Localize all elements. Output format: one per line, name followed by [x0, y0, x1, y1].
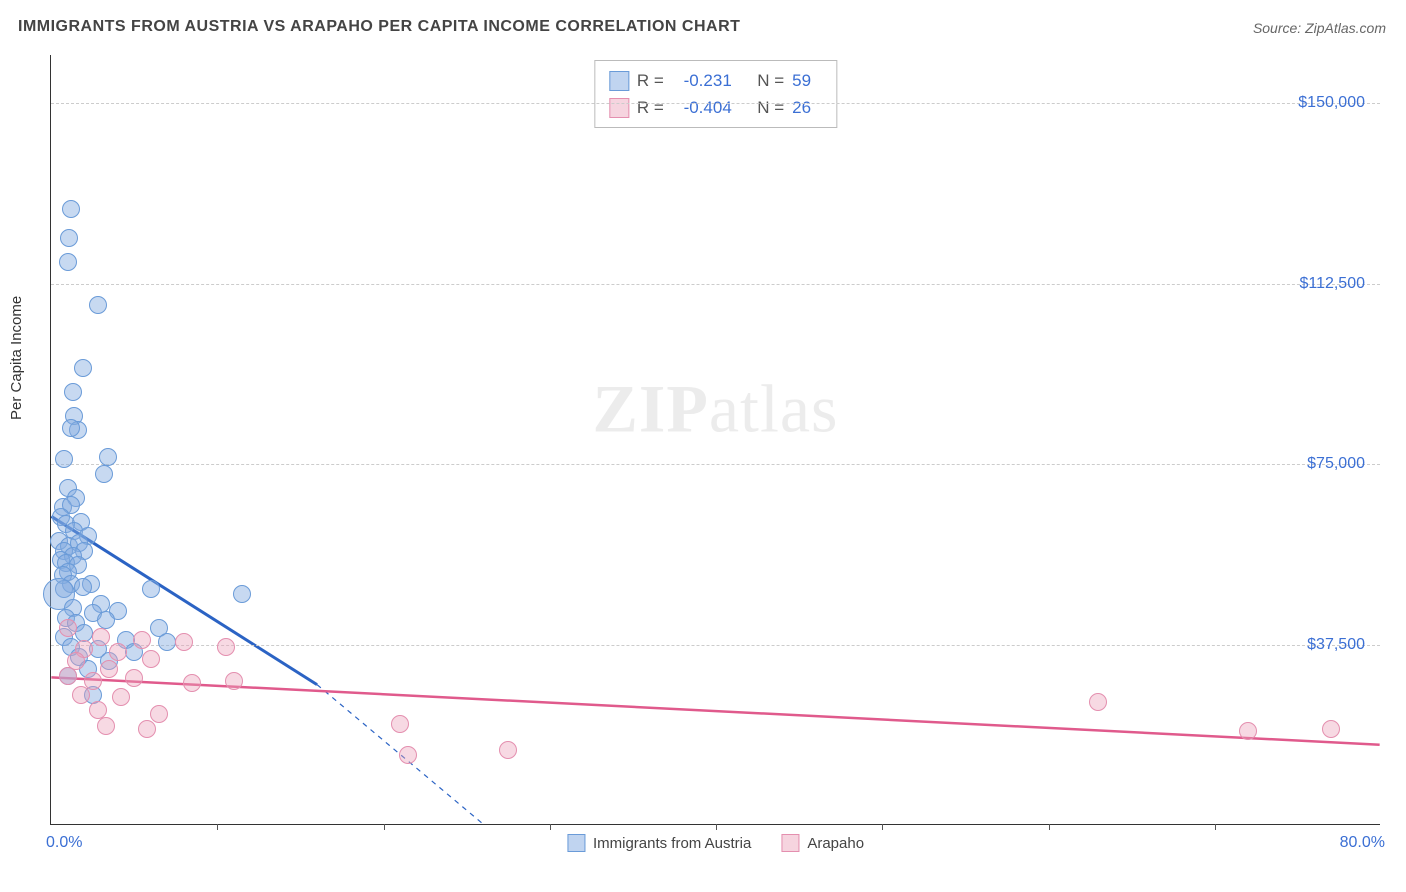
data-point: [175, 633, 193, 651]
gridline-h: [51, 645, 1380, 646]
stat-N-value: 59: [792, 67, 822, 94]
x-tick: [1049, 824, 1050, 830]
stat-N-label: N =: [757, 67, 784, 94]
data-point: [55, 450, 73, 468]
stat-R-label: R =: [637, 94, 664, 121]
x-tick: [1215, 824, 1216, 830]
data-point: [133, 631, 151, 649]
watermark: ZIPatlas: [593, 369, 839, 448]
y-tick-label: $112,500: [1299, 275, 1365, 293]
y-axis-title: Per Capita Income: [8, 296, 25, 420]
data-point: [75, 624, 93, 642]
data-point: [1239, 722, 1257, 740]
source-attribution: Source: ZipAtlas.com: [1253, 20, 1386, 36]
stats-legend-row: R = -0.404 N = 26: [609, 94, 822, 121]
data-point: [59, 667, 77, 685]
data-point: [217, 638, 235, 656]
data-point: [97, 717, 115, 735]
legend-label: Immigrants from Austria: [593, 835, 751, 852]
stat-N-label: N =: [757, 94, 784, 121]
x-max-label: 80.0%: [1340, 834, 1385, 852]
bottom-legend: Immigrants from Austria Arapaho: [567, 834, 864, 852]
data-point: [225, 672, 243, 690]
data-point: [72, 686, 90, 704]
data-point: [97, 611, 115, 629]
data-point: [112, 688, 130, 706]
x-tick: [882, 824, 883, 830]
data-point: [62, 419, 80, 437]
stat-R-value: -0.404: [672, 94, 732, 121]
plot-area: ZIPatlas R = -0.231 N = 59 R = -0.404 N = 2…: [50, 55, 1380, 825]
stats-legend: R = -0.231 N = 59 R = -0.404 N = 26: [594, 60, 837, 128]
gridline-h: [51, 284, 1380, 285]
data-point: [59, 253, 77, 271]
data-point: [74, 578, 92, 596]
stats-legend-row: R = -0.231 N = 59: [609, 67, 822, 94]
data-point: [60, 229, 78, 247]
stat-R-value: -0.231: [672, 67, 732, 94]
stat-R-label: R =: [637, 67, 664, 94]
trend-lines-svg: [51, 55, 1380, 824]
bottom-legend-item: Arapaho: [781, 834, 864, 852]
data-point: [74, 359, 92, 377]
x-tick: [384, 824, 385, 830]
x-tick: [217, 824, 218, 830]
data-point: [1089, 693, 1107, 711]
data-point: [399, 746, 417, 764]
data-point: [62, 200, 80, 218]
data-point: [89, 701, 107, 719]
data-point: [125, 669, 143, 687]
data-point: [109, 643, 127, 661]
data-point: [391, 715, 409, 733]
x-tick: [550, 824, 551, 830]
data-point: [1322, 720, 1340, 738]
stat-N-value: 26: [792, 94, 822, 121]
data-point: [64, 383, 82, 401]
gridline-h: [51, 103, 1380, 104]
chart-title: IMMIGRANTS FROM AUSTRIA VS ARAPAHO PER C…: [18, 18, 740, 36]
data-point: [183, 674, 201, 692]
bottom-legend-item: Immigrants from Austria: [567, 834, 751, 852]
data-point: [92, 628, 110, 646]
legend-label: Arapaho: [807, 835, 864, 852]
data-point: [99, 448, 117, 466]
y-tick-label: $75,000: [1307, 455, 1365, 473]
data-point: [138, 720, 156, 738]
data-point: [100, 660, 118, 678]
data-point: [59, 619, 77, 637]
y-tick-label: $150,000: [1298, 94, 1365, 112]
legend-swatch: [781, 834, 799, 852]
data-point: [158, 633, 176, 651]
legend-swatch: [609, 71, 629, 91]
data-point: [233, 585, 251, 603]
data-point: [499, 741, 517, 759]
legend-swatch: [609, 98, 629, 118]
gridline-h: [51, 464, 1380, 465]
x-tick: [716, 824, 717, 830]
x-min-label: 0.0%: [46, 834, 82, 852]
y-tick-label: $37,500: [1307, 636, 1365, 654]
data-point: [89, 296, 107, 314]
data-point: [142, 650, 160, 668]
trend-line: [51, 677, 1379, 744]
data-point: [95, 465, 113, 483]
legend-swatch: [567, 834, 585, 852]
data-point: [142, 580, 160, 598]
